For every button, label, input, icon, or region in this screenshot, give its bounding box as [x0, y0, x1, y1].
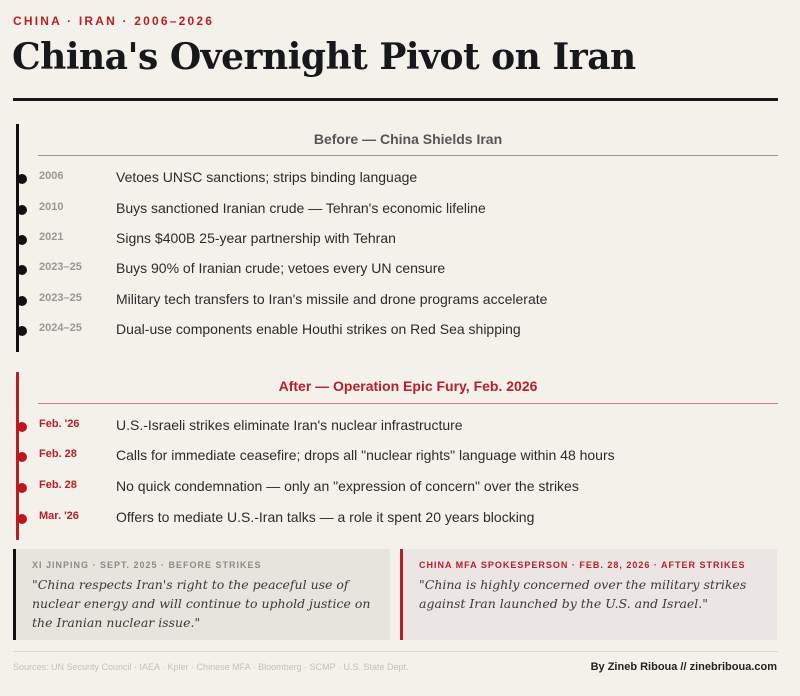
- timeline-text: Buys sanctioned Iranian crude — Tehran's…: [116, 200, 486, 216]
- before-heading-rule: [38, 155, 778, 156]
- byline: By Zineb Riboua // zinebriboua.com: [590, 661, 777, 673]
- timeline-date: Feb. 28: [39, 479, 77, 491]
- timeline-item: 2021 Signs $400B 25-year partnership with…: [0, 230, 800, 250]
- timeline-text: Dual-use components enable Houthi strike…: [116, 321, 521, 337]
- quote-attribution: CHINA MFA SPOKESPERSON · FEB. 28, 2026 ·…: [419, 560, 746, 570]
- timeline-text: Buys 90% of Iranian crude; vetoes every …: [116, 260, 446, 276]
- after-heading-rule: [38, 403, 778, 404]
- timeline-text: Offers to mediate U.S.-Iran talks — a ro…: [116, 509, 535, 525]
- timeline-item: 2023–25 Military tech transfers to Iran's…: [0, 291, 800, 311]
- timeline-dot-icon: [17, 205, 27, 215]
- timeline-date: 2006: [39, 170, 64, 182]
- timeline-item: Feb. 28 Calls for immediate ceasefire; dr…: [0, 447, 800, 467]
- timeline-item: 2006 Vetoes UNSC sanctions; strips bindin…: [0, 169, 800, 189]
- timeline-dot-icon: [17, 514, 27, 524]
- timeline-dot-icon: [17, 174, 27, 184]
- timeline-dot-icon: [17, 296, 27, 306]
- timeline-dot-icon: [17, 235, 27, 245]
- quote-card-before: XI JINPING · SEPT. 2025 · BEFORE STRIKES…: [13, 549, 390, 640]
- before-heading: Before — China Shields Iran: [313, 131, 503, 147]
- timeline-text: Calls for immediate ceasefire; drops all…: [116, 447, 615, 463]
- page-title: China's Overnight Pivot on Iran: [12, 36, 636, 78]
- quote-card-after: CHINA MFA SPOKESPERSON · FEB. 28, 2026 ·…: [400, 549, 777, 640]
- timeline-date: 2023–25: [39, 261, 82, 273]
- timeline-item: Feb. 28 No quick condemnation — only an "…: [0, 478, 800, 498]
- timeline-item: 2024–25 Dual-use components enable Houthi…: [0, 321, 800, 341]
- timeline-date: 2010: [39, 201, 64, 213]
- timeline-date: Feb. '26: [39, 418, 80, 430]
- timeline-item: Feb. '26 U.S.-Israeli strikes eliminate I…: [0, 417, 800, 437]
- timeline-date: Feb. 28: [39, 448, 77, 460]
- timeline-dot-icon: [17, 483, 27, 493]
- timeline-dot-icon: [17, 422, 27, 432]
- timeline-dot-icon: [17, 265, 27, 275]
- kicker: CHINA · IRAN · 2006–2026: [13, 14, 215, 28]
- quote-attribution: XI JINPING · SEPT. 2025 · BEFORE STRIKES: [32, 560, 262, 570]
- timeline-item: Mar. '26 Offers to mediate U.S.-Iran talk…: [0, 509, 800, 529]
- quote-text: "China respects Iran's right to the peac…: [32, 577, 371, 630]
- after-heading: After — Operation Epic Fury, Feb. 2026: [278, 378, 538, 394]
- timeline-item: 2023–25 Buys 90% of Iranian crude; vetoes…: [0, 260, 800, 280]
- sources-note: Sources: UN Security Council · IAEA · Kp…: [13, 662, 409, 672]
- timeline-text: Military tech transfers to Iran's missil…: [116, 291, 548, 307]
- timeline-text: No quick condemnation — only an "express…: [116, 478, 579, 494]
- timeline-text: U.S.-Israeli strikes eliminate Iran's nu…: [116, 417, 463, 433]
- timeline-date: 2021: [39, 231, 64, 243]
- quote-text: "China is highly concerned over the mili…: [419, 577, 747, 611]
- timeline-text: Signs $400B 25-year partnership with Teh…: [116, 230, 396, 246]
- footer-divider: [13, 651, 778, 652]
- timeline-date: 2023–25: [39, 292, 82, 304]
- timeline-item: 2010 Buys sanctioned Iranian crude — Tehr…: [0, 200, 800, 220]
- timeline-dot-icon: [17, 452, 27, 462]
- timeline-date: Mar. '26: [39, 510, 79, 522]
- timeline-date: 2024–25: [39, 322, 82, 334]
- timeline-text: Vetoes UNSC sanctions; strips binding la…: [116, 169, 418, 185]
- timeline-dot-icon: [17, 326, 27, 336]
- title-divider: [13, 98, 778, 101]
